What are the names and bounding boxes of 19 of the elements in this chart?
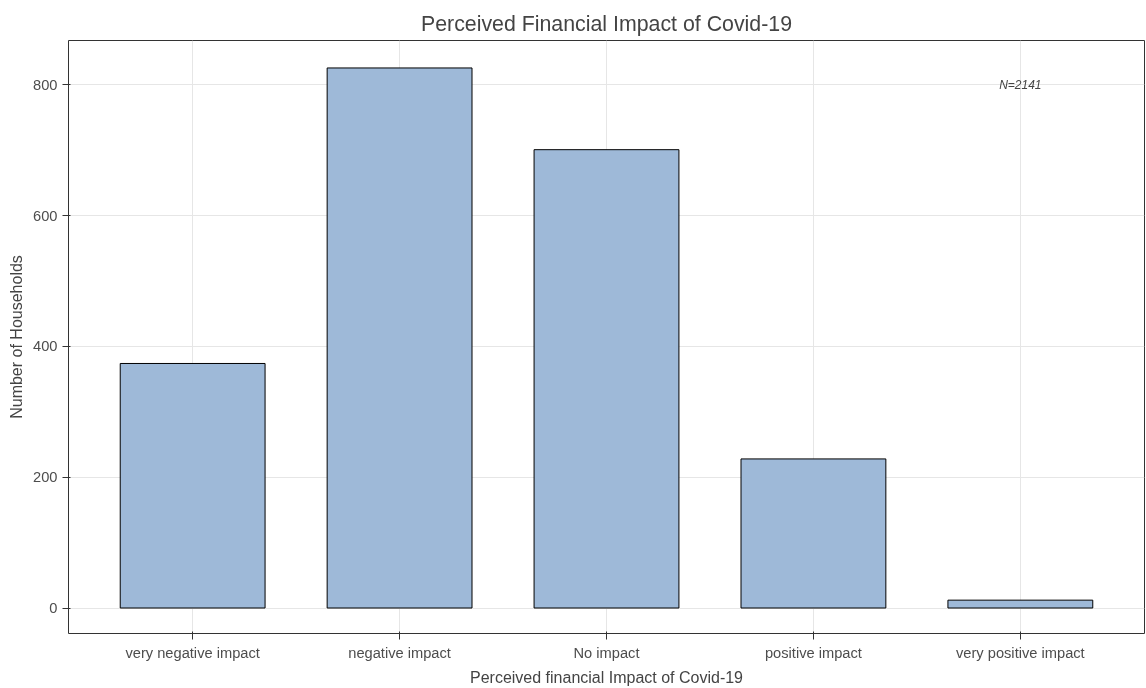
y-axis-title: Number of Households [8, 255, 26, 419]
y-tick-label: 400 [33, 338, 58, 355]
x-tick-label: No impact [573, 644, 640, 661]
bar [740, 458, 887, 609]
x-tick-label: very negative impact [125, 644, 260, 661]
annotation: N=2141 [999, 77, 1042, 92]
chart-title: Perceived Financial Impact of Covid-19 [420, 11, 793, 36]
bar [119, 362, 266, 609]
bar [533, 149, 680, 609]
bar [326, 67, 473, 609]
x-tick-label: positive impact [764, 644, 862, 661]
x-tick-label: negative impact [348, 644, 451, 661]
x-axis-title: Perceived financial Impact of Covid-19 [469, 668, 744, 686]
y-tick-label: 600 [33, 207, 58, 224]
y-tick-label: 800 [33, 76, 58, 93]
y-tick-label: 0 [49, 600, 58, 616]
bar [947, 599, 1094, 609]
x-tick-label: very positive impact [956, 644, 1085, 661]
y-tick-label: 200 [33, 469, 58, 486]
